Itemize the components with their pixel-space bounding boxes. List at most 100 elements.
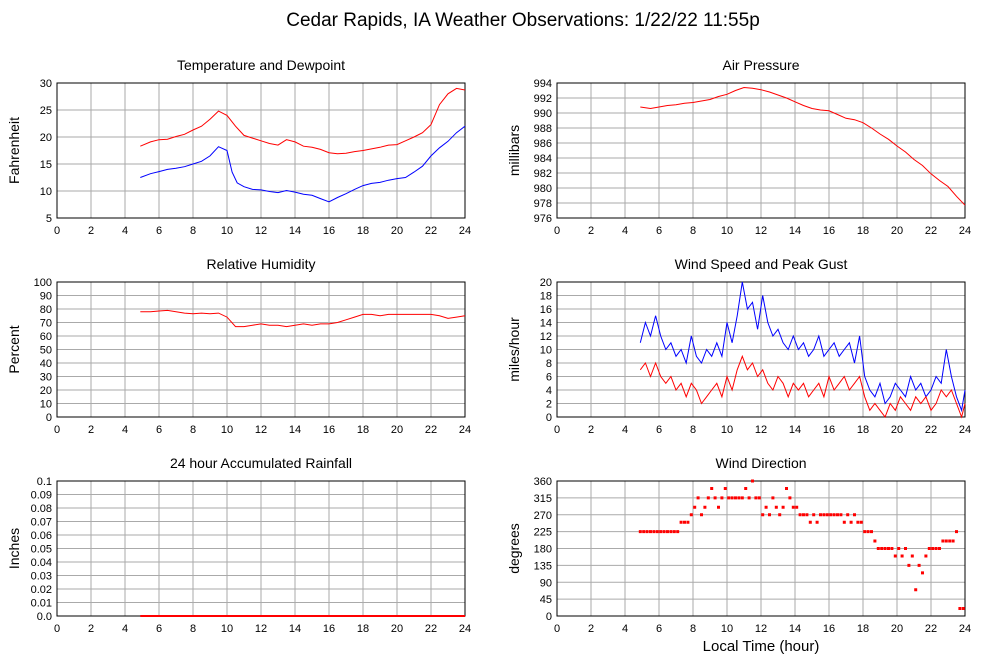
data-point	[808, 520, 812, 524]
x-tick-label: 20	[891, 225, 903, 237]
y-tick-label: 0.09	[31, 490, 52, 502]
data-point	[666, 530, 669, 534]
y-tick-label: 225	[534, 527, 552, 539]
x-tick-label: 18	[857, 424, 869, 436]
x-tick-label: 24	[959, 225, 971, 237]
x-tick-label: 2	[588, 225, 594, 237]
x-tick-label: 6	[156, 225, 162, 237]
data-point	[870, 530, 873, 534]
data-point	[717, 505, 720, 509]
data-point	[846, 513, 850, 517]
y-tick-label: 0.06	[31, 530, 52, 542]
y-tick-label: 978	[534, 198, 552, 210]
y-tick-label: 0.0	[37, 611, 52, 623]
data-point	[659, 530, 663, 534]
data-point	[778, 513, 782, 517]
y-tick-label: 0.08	[31, 503, 52, 515]
data-point	[931, 547, 935, 550]
x-axis-title-local-time: Local Time (hour)	[703, 638, 820, 655]
data-point	[642, 530, 646, 534]
x-tick-label: 0	[554, 623, 560, 635]
series-line-2	[639, 354, 966, 419]
data-point	[890, 547, 894, 550]
data-point	[961, 607, 965, 610]
series-line-1	[140, 309, 466, 328]
y-tick-label: 40	[40, 358, 52, 370]
x-tick-label: 10	[221, 225, 233, 237]
data-point	[822, 513, 826, 517]
x-tick-label: 10	[721, 225, 733, 237]
data-point	[897, 547, 901, 550]
plot-frame	[556, 82, 966, 219]
data-point	[887, 547, 890, 550]
data-point	[727, 496, 731, 500]
x-tick-label: 14	[789, 623, 801, 635]
data-point	[863, 530, 867, 534]
data-point	[958, 607, 962, 610]
x-tick-label: 0	[54, 225, 60, 237]
data-point	[955, 530, 958, 534]
data-point	[873, 539, 877, 543]
data-point	[825, 513, 829, 517]
x-tick-label: 2	[588, 424, 594, 436]
x-tick-label: 4	[622, 225, 628, 237]
x-tick-label: 6	[656, 225, 662, 237]
data-point	[655, 530, 659, 534]
x-tick-label: 22	[425, 623, 437, 635]
x-tick-label: 2	[88, 225, 94, 237]
y-tick-label: 90	[40, 291, 52, 303]
chart-wdir: 0 2 4 6 8 10 12 14 16 18 20 22 240459013518022527031…	[506, 455, 971, 635]
y-tick-label: 990	[534, 108, 552, 120]
x-tick-label: 8	[690, 225, 696, 237]
data-point	[910, 554, 914, 558]
chart-wind: 0 2 4 6 8 10 12 14 16 18 20 22 2402468101214161820Wi…	[506, 256, 971, 436]
x-tick-label: 8	[190, 225, 196, 237]
data-point	[853, 513, 856, 517]
x-tick-label: 4	[122, 225, 128, 237]
data-point	[842, 520, 846, 524]
x-tick-label: 10	[221, 424, 233, 436]
x-tick-label: 22	[925, 623, 937, 635]
data-point	[744, 487, 748, 490]
data-point	[934, 547, 938, 550]
x-tick-label: 2	[588, 623, 594, 635]
data-point	[683, 520, 686, 524]
x-tick-label: 24	[959, 623, 971, 635]
y-tick-label: 0.07	[31, 517, 52, 529]
chart-title: Wind Speed and Peak Gust	[675, 256, 848, 272]
y-tick-label: 30	[40, 78, 52, 90]
x-tick-label: 16	[823, 424, 835, 436]
data-point	[768, 513, 771, 517]
x-tick-label: 24	[459, 424, 471, 436]
y-tick-label: 980	[534, 183, 552, 195]
x-tick-label: 16	[823, 225, 835, 237]
data-point	[652, 530, 656, 534]
chart-pres: 0 2 4 6 8 10 12 14 16 18 20 22 249769789809829849869…	[506, 57, 971, 237]
series-line-2	[140, 125, 466, 203]
chart-rain: 0 2 4 6 8 10 12 14 16 18 20 22 240.00.010.020.030.04…	[6, 455, 471, 635]
data-point	[900, 554, 904, 558]
data-point	[893, 554, 897, 558]
x-tick-label: 22	[425, 225, 437, 237]
x-tick-label: 18	[857, 225, 869, 237]
data-point	[829, 513, 833, 517]
x-tick-label: 16	[323, 623, 335, 635]
series-line-1	[640, 86, 966, 206]
y-tick-label: 20	[540, 277, 552, 289]
data-point	[679, 520, 683, 524]
data-point	[785, 487, 788, 490]
data-point	[669, 530, 673, 534]
y-tick-label: 18	[540, 291, 552, 303]
y-tick-label: 982	[534, 168, 552, 180]
y-tick-label: 10	[540, 345, 552, 357]
y-tick-label: 135	[534, 560, 552, 572]
y-tick-label: 988	[534, 123, 552, 135]
x-tick-label: 0	[54, 424, 60, 436]
x-tick-label: 20	[891, 424, 903, 436]
x-tick-label: 2	[88, 623, 94, 635]
y-tick-label: 25	[40, 105, 52, 117]
y-tick-label: 360	[534, 476, 552, 488]
y-tick-label: 0.05	[31, 544, 52, 556]
chart-temp: 0 2 4 6 8 10 12 14 16 18 20 22 2451015202530Temperat…	[6, 57, 471, 237]
